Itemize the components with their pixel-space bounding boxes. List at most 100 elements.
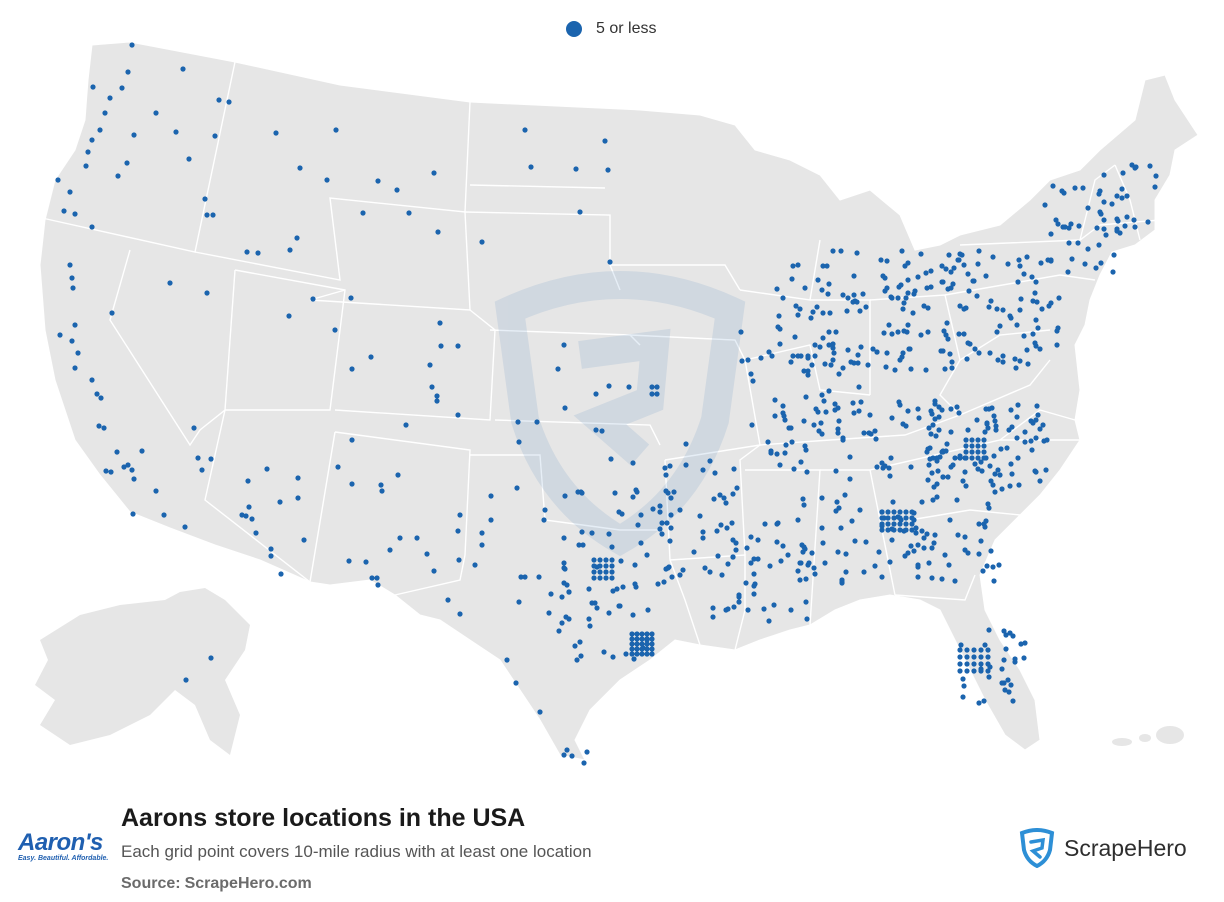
location-dot [903, 527, 909, 533]
location-dot [534, 419, 540, 425]
location-dot [836, 418, 842, 424]
location-dot [1152, 184, 1158, 190]
location-dot [947, 351, 953, 357]
location-dot [978, 459, 984, 465]
location-dot [926, 462, 932, 468]
location-dot [286, 313, 292, 319]
location-dot [957, 668, 963, 674]
location-dot [989, 405, 995, 411]
location-dot [982, 642, 988, 648]
location-dot [226, 99, 232, 105]
location-dot [1043, 467, 1049, 473]
location-dot [781, 413, 787, 419]
location-dot [780, 543, 786, 549]
location-dot [981, 455, 987, 461]
location-dot [1153, 173, 1159, 179]
location-dot [772, 397, 778, 403]
location-dot [645, 607, 651, 613]
location-dot [677, 507, 683, 513]
location-dot [905, 290, 911, 296]
location-dot [522, 127, 528, 133]
location-dot [333, 127, 339, 133]
location-dot [790, 353, 796, 359]
location-dot [1039, 306, 1045, 312]
location-dot [803, 447, 809, 453]
location-dot [889, 331, 895, 337]
location-dot [983, 518, 989, 524]
location-dot [891, 515, 897, 521]
location-dot [707, 569, 713, 575]
location-dot [657, 509, 663, 515]
location-dot [976, 521, 982, 527]
location-dot [858, 399, 864, 405]
location-dot [1035, 412, 1041, 418]
location-dot [782, 417, 788, 423]
location-dot [995, 467, 1001, 473]
location-dot [838, 248, 844, 254]
location-dot [101, 425, 107, 431]
location-dot [842, 492, 848, 498]
location-dot [212, 133, 218, 139]
location-dot [577, 639, 583, 645]
location-dot [988, 478, 994, 484]
location-dot [1145, 219, 1151, 225]
location-dot [1032, 468, 1038, 474]
store-location-dots [55, 42, 1159, 766]
location-dot [905, 322, 911, 328]
location-dot [836, 371, 842, 377]
location-dot [926, 425, 932, 431]
location-dot [979, 468, 985, 474]
location-dot [930, 422, 936, 428]
location-dot [1048, 300, 1054, 306]
location-dot [985, 654, 991, 660]
location-dot [999, 666, 1005, 672]
location-dot [516, 599, 522, 605]
location-dot [936, 427, 942, 433]
location-dot [857, 507, 863, 513]
location-dot [855, 352, 861, 358]
location-dot [795, 262, 801, 268]
location-dot [891, 521, 897, 527]
location-dot [911, 291, 917, 297]
location-dot [129, 42, 135, 48]
location-dot [824, 263, 830, 269]
location-dot [455, 528, 461, 534]
location-dot [812, 342, 818, 348]
location-dot [994, 329, 1000, 335]
location-dot [107, 95, 113, 101]
location-dot [724, 525, 730, 531]
location-dot [626, 384, 632, 390]
location-dot [928, 408, 934, 414]
location-dot [556, 628, 562, 634]
location-dot [67, 262, 73, 268]
location-dot [879, 527, 885, 533]
location-dot [715, 553, 721, 559]
location-dot [774, 451, 780, 457]
location-dot [826, 329, 832, 335]
location-dot [861, 430, 867, 436]
location-dot [657, 526, 663, 532]
location-dot [945, 286, 951, 292]
location-dot [1076, 223, 1082, 229]
location-dot [639, 631, 645, 637]
location-dot [125, 462, 131, 468]
location-dot [769, 353, 775, 359]
location-dot [821, 398, 827, 404]
location-dot [788, 359, 794, 365]
location-dot [855, 360, 861, 366]
location-dot [297, 165, 303, 171]
location-dot [1018, 296, 1024, 302]
location-dot [1059, 188, 1065, 194]
location-dot [644, 651, 650, 657]
location-dot [803, 394, 809, 400]
location-dot [959, 252, 965, 258]
location-dot [659, 531, 665, 537]
location-dot [949, 359, 955, 365]
location-dot [1001, 628, 1007, 634]
location-dot [823, 409, 829, 415]
location-dot [830, 345, 836, 351]
location-dot [901, 300, 907, 306]
location-dot [457, 512, 463, 518]
location-dot [895, 329, 901, 335]
location-dot [889, 295, 895, 301]
